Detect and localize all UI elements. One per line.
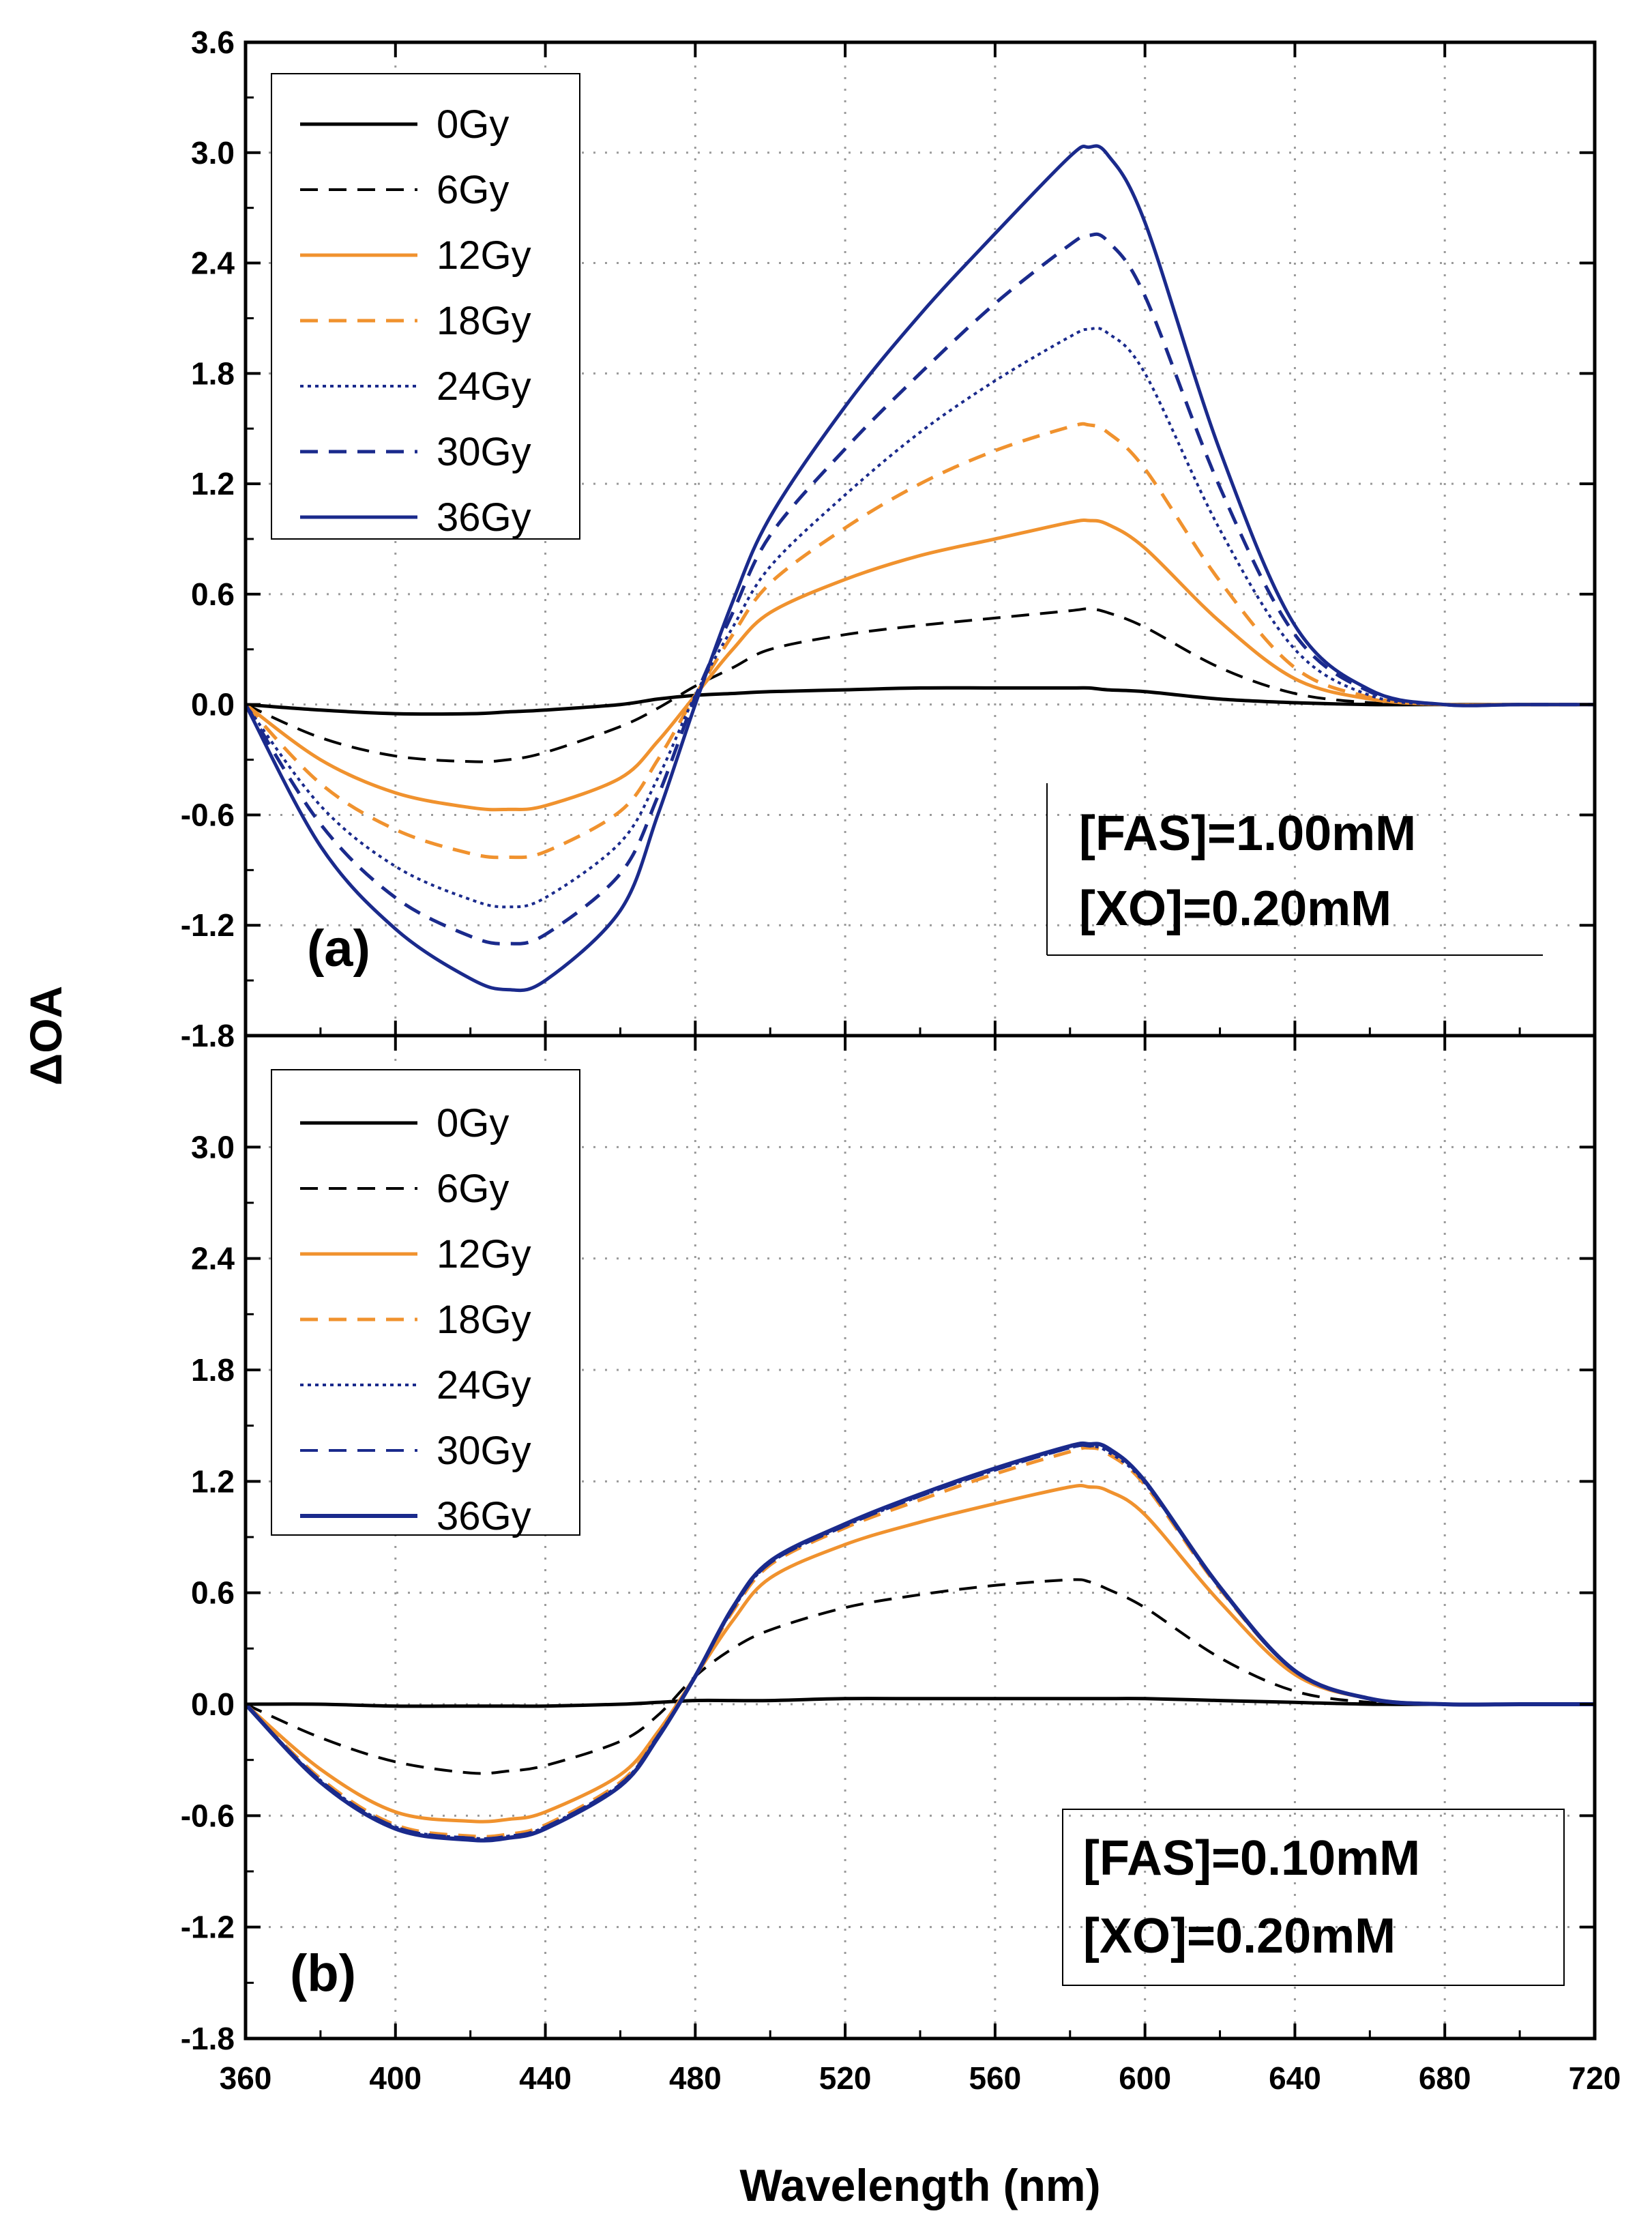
legend-label-a-0Gy: 0Gy [437, 102, 509, 147]
legend-label-b-36Gy: 36Gy [437, 1494, 531, 1538]
y-tick-label-a: 0.6 [191, 576, 235, 612]
x-tick-label: 560 [969, 2060, 1022, 2096]
y-tick-label-b: 1.2 [191, 1463, 235, 1499]
y-tick-label-a: 3.0 [191, 135, 235, 171]
legend-items-b: 0Gy 6Gy 12Gy 18Gy 24Gy 30Gy 36Gy [300, 1101, 531, 1538]
y-tick-label-b: -1.8 [181, 2021, 235, 2056]
legend-label-b-30Gy: 30Gy [437, 1429, 531, 1473]
x-axis-title: Wavelength (nm) [739, 2160, 1100, 2210]
x-tick-label: 520 [819, 2060, 872, 2096]
legend-label-b-12Gy: 12Gy [437, 1232, 531, 1276]
y-tick-label-a: 2.4 [191, 246, 235, 281]
y-tick-label-a: 0.0 [191, 687, 235, 722]
plot-frame-b [244, 1034, 1597, 2041]
x-tick-label: 720 [1569, 2060, 1621, 2096]
annotation-box-b [1062, 1809, 1565, 1986]
panel-label-b: (b) [290, 1944, 356, 2002]
y-ticks-a: 3.6 3.0 2.4 1.8 1.2 0.6 0.0 -0.6 -1.2 -1.8 [181, 25, 1595, 1053]
x-tick-label: 440 [519, 2060, 572, 2096]
legend-label-a-6Gy: 6Gy [437, 168, 509, 212]
legend-label-a-18Gy: 18Gy [437, 299, 531, 343]
panel-label-a: (a) [307, 920, 370, 978]
annotation-line-2-a: [XO]=0.20mM [1079, 881, 1391, 936]
legend-a: 0Gy 6Gy 12Gy 18Gy 24Gy 30Gy 36Gy [271, 73, 580, 540]
legend-label-a-24Gy: 24Gy [437, 364, 531, 409]
x-tick-label: 640 [1269, 2060, 1321, 2096]
series-line-a-36Gy [244, 144, 1595, 993]
series-line-a-18Gy [244, 422, 1595, 860]
annotation-line-1-a: [FAS]=1.00mM [1079, 806, 1416, 861]
x-tick-label: 400 [369, 2060, 422, 2096]
y-ticks-b: 3.0 2.4 1.8 1.2 0.6 0.0 -0.6 -1.2 -1.8 [181, 1129, 1595, 2056]
panel-b: 3.0 2.4 1.8 1.2 0.6 0.0 -0.6 -1.2 -1.8 0Gy 6Gy 12G… [181, 1034, 1597, 2056]
y-tick-label-b: 1.8 [191, 1352, 235, 1388]
y-tick-label-b: 3.0 [191, 1129, 235, 1165]
y-tick-label-b: -0.6 [181, 1798, 235, 1833]
legend-label-b-0Gy: 0Gy [437, 1101, 509, 1145]
series-b [244, 1441, 1595, 1843]
annotation-a: [FAS]=1.00mM [XO]=0.20mM [1046, 783, 1543, 956]
series-line-a-6Gy [245, 607, 1595, 763]
y-tick-label-b: 0.6 [191, 1575, 235, 1611]
legend-label-a-30Gy: 30Gy [437, 430, 531, 474]
annotation-b: [FAS]=0.10mM [XO]=0.20mM [1062, 1809, 1565, 1986]
legend-label-a-12Gy: 12Gy [437, 233, 531, 278]
y-tick-label-a: 3.6 [191, 25, 235, 60]
series-line-b-0Gy [245, 1697, 1595, 1708]
legend-b: 0Gy 6Gy 12Gy 18Gy 24Gy 30Gy 36Gy [271, 1069, 580, 1538]
series-line-a-12Gy [244, 518, 1595, 812]
annotation-line-1-b: [FAS]=0.10mM [1083, 1831, 1420, 1886]
y-tick-label-a: 1.2 [191, 466, 235, 501]
legend-label-b-18Gy: 18Gy [437, 1298, 531, 1342]
y-tick-label-a: -1.8 [181, 1018, 235, 1053]
legend-items-a: 0Gy 6Gy 12Gy 18Gy 24Gy 30Gy 36Gy [300, 102, 531, 540]
y-tick-label-b: 2.4 [191, 1241, 235, 1276]
series-line-b-36Gy [244, 1441, 1595, 1843]
x-tick-label: 600 [1119, 2060, 1171, 2096]
y-tick-label-b: 0.0 [191, 1686, 235, 1722]
y-tick-label-a: -0.6 [181, 797, 235, 832]
panel-a: 3.6 3.0 2.4 1.8 1.2 0.6 0.0 -0.6 -1.2 -1.8 0Gy 6Gy… [181, 25, 1597, 1053]
series-line-a-24Gy [244, 326, 1595, 909]
legend-label-b-6Gy: 6Gy [437, 1167, 509, 1211]
legend-box-b [271, 1069, 580, 1536]
x-tick-label: 680 [1419, 2060, 1471, 2096]
y-tick-label-b: -1.2 [181, 1910, 235, 1945]
y-tick-label-a: -1.2 [181, 907, 235, 943]
x-tick-labels: 360 400 440 480 520 560 600 640 680 720 [220, 2060, 1621, 2096]
x-tick-label: 480 [669, 2060, 722, 2096]
y-tick-label-a: 1.8 [191, 355, 235, 391]
x-tick-label: 360 [220, 2060, 272, 2096]
legend-box-a [271, 73, 580, 540]
legend-label-b-24Gy: 24Gy [437, 1363, 531, 1407]
annotation-line-2-b: [XO]=0.20mM [1083, 1909, 1396, 1963]
series-line-b-18Gy [244, 1446, 1595, 1839]
series-a [244, 144, 1595, 993]
series-line-a-0Gy [245, 686, 1595, 716]
series-line-b-6Gy [245, 1578, 1595, 1775]
y-axis-title: ΔOA [20, 986, 71, 1085]
legend-label-a-36Gy: 36Gy [437, 495, 531, 540]
